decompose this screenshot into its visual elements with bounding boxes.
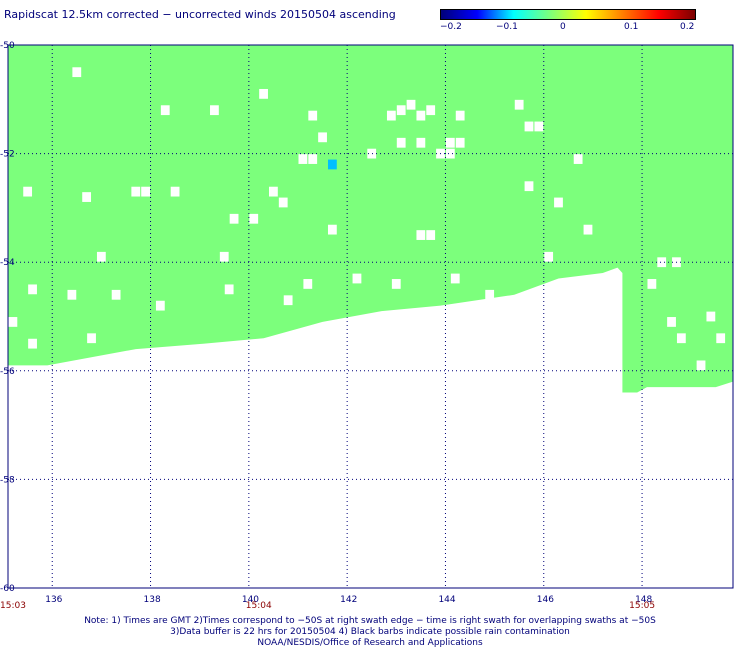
missing-cell (111, 289, 121, 300)
lat-tick-label: -56 (0, 367, 15, 377)
footnote-line-3: NOAA/NESDIS/Office of Research and Appli… (257, 638, 483, 648)
lat-tick-label: -58 (0, 475, 15, 485)
missing-cell (87, 333, 96, 344)
missing-cell (386, 110, 396, 121)
lon-tick-label: 142 (340, 595, 357, 605)
missing-cell (170, 186, 180, 197)
missing-cell (278, 197, 288, 208)
lon-tick-label: 146 (537, 595, 554, 605)
missing-cell (219, 251, 229, 262)
lon-tick-label: 144 (438, 595, 455, 605)
lon-tick-label: 148 (635, 595, 652, 605)
missing-cell (308, 110, 318, 121)
missing-cell (327, 224, 337, 235)
missing-cell (229, 213, 239, 224)
colorbar (440, 9, 696, 20)
missing-cell (8, 317, 18, 327)
footnote: Note: 1) Times are GMT 2)Times correspon… (0, 616, 740, 649)
time-label: 15:03 (0, 601, 26, 611)
missing-cell (249, 213, 259, 224)
missing-cell (426, 230, 436, 240)
missing-cell (67, 289, 77, 300)
swath-fill (8, 45, 733, 393)
missing-cell (396, 137, 406, 148)
chart-title: Rapidscat 12.5km corrected − uncorrected… (4, 8, 396, 21)
map-plot: -50 -52 -54 -56 -58 -60 136 138 140 142 144 146 148… (0, 41, 734, 611)
footnote-line-2: 3)Data buffer is 22 hrs for 20150504 4) … (170, 627, 570, 637)
lon-tick-label: 138 (144, 595, 161, 605)
missing-cell (406, 99, 416, 110)
lon-tick-label: 140 (242, 595, 259, 605)
missing-cell (28, 338, 37, 349)
missing-cell (524, 121, 534, 132)
colorbar-tick-label: −0.1 (496, 22, 518, 32)
missing-cell (657, 257, 667, 268)
missing-cell (445, 148, 455, 159)
missing-cell (450, 273, 460, 284)
time-label: 15:04 (246, 601, 272, 611)
missing-cell (308, 154, 318, 164)
missing-cell (445, 137, 455, 148)
missing-cell (455, 137, 465, 148)
missing-cell (269, 186, 278, 197)
missing-cell (534, 121, 544, 132)
footnote-line-1: Note: 1) Times are GMT 2)Times correspon… (84, 616, 656, 626)
missing-cell (514, 99, 524, 110)
missing-cell (455, 110, 465, 121)
missing-cell (160, 105, 170, 116)
lat-tick-label: -60 (0, 584, 15, 594)
missing-cell (544, 251, 554, 262)
missing-cell (676, 333, 686, 344)
missing-cell (155, 300, 165, 311)
missing-cell (667, 317, 676, 327)
plot-frame (7, 44, 734, 589)
missing-cell (554, 197, 563, 208)
lat-tick-label: -52 (0, 150, 15, 160)
lon-tick-label: 136 (45, 595, 62, 605)
lat-tick-label: -50 (0, 41, 15, 51)
lat-tick-label: -54 (0, 258, 15, 268)
missing-cell (141, 186, 151, 197)
missing-cell (224, 284, 234, 295)
missing-cell (283, 295, 293, 306)
missing-cell (416, 230, 426, 240)
anomaly-cells (327, 159, 337, 170)
missing-cell (696, 360, 706, 371)
missing-cell (647, 279, 657, 289)
missing-cell (131, 186, 141, 197)
lon-axis: 136 138 140 142 144 146 148 (45, 595, 652, 605)
missing-cell (485, 289, 495, 300)
missing-cell (82, 192, 92, 202)
time-label: 15:05 (629, 601, 655, 611)
missing-cell (303, 279, 313, 289)
missing-cell (573, 154, 583, 164)
missing-cell (524, 181, 534, 192)
missing-cell (706, 311, 716, 322)
colorbar-tick-label: 0.1 (624, 22, 639, 32)
missing-cell (259, 88, 268, 99)
missing-cell (396, 105, 406, 116)
missing-cell (391, 279, 401, 289)
missing-cell (96, 251, 106, 262)
missing-cell (367, 148, 377, 159)
missing-cell (210, 105, 219, 116)
missing-cell (426, 105, 436, 116)
missing-cell (298, 154, 308, 164)
missing-cells (8, 67, 726, 371)
colorbar-tick-label: −0.2 (440, 22, 462, 32)
time-labels: 15:03 15:04 15:05 (0, 601, 655, 611)
missing-cell (318, 132, 327, 143)
colorbar-tick-label: 0 (560, 22, 566, 32)
missing-cell (72, 67, 82, 78)
anomaly-cell (327, 159, 337, 170)
missing-cell (23, 186, 33, 197)
missing-cell (352, 273, 362, 284)
missing-cell (28, 284, 37, 295)
missing-cell (416, 110, 426, 121)
missing-cell (716, 333, 726, 344)
missing-cell (416, 137, 426, 148)
missing-cell (583, 224, 593, 235)
lat-axis: -50 -52 -54 -56 -58 -60 (0, 41, 15, 594)
colorbar-tick-label: 0.2 (680, 22, 695, 32)
